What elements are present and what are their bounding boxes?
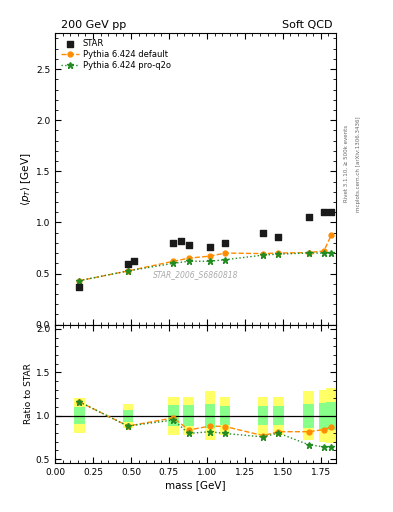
Pythia 6.424 pro-q2o xyxy=(223,257,228,263)
STAR xyxy=(76,283,83,291)
Text: STAR_2006_S6860818: STAR_2006_S6860818 xyxy=(153,271,238,280)
Legend: STAR, Pythia 6.424 default, Pythia 6.424 pro-q2o: STAR, Pythia 6.424 default, Pythia 6.424… xyxy=(59,37,172,72)
Bar xyxy=(273,397,284,435)
Y-axis label: Ratio to STAR: Ratio to STAR xyxy=(24,364,33,424)
Bar xyxy=(74,398,84,433)
Pythia 6.424 pro-q2o xyxy=(276,251,281,257)
Bar xyxy=(258,397,268,435)
Pythia 6.424 default xyxy=(261,250,265,257)
STAR xyxy=(222,239,228,247)
Pythia 6.424 default xyxy=(77,278,82,284)
Pythia 6.424 pro-q2o xyxy=(126,268,130,274)
Text: Soft QCD: Soft QCD xyxy=(282,19,332,30)
Text: 200 GeV pp: 200 GeV pp xyxy=(61,19,126,30)
STAR xyxy=(305,213,312,221)
Bar xyxy=(319,402,329,429)
Bar xyxy=(168,397,179,435)
Pythia 6.424 pro-q2o xyxy=(171,260,176,266)
Pythia 6.424 default xyxy=(223,250,228,256)
Pythia 6.424 default xyxy=(126,268,130,274)
STAR xyxy=(170,239,176,247)
Line: Pythia 6.424 default: Pythia 6.424 default xyxy=(77,232,334,283)
Bar xyxy=(123,410,133,422)
STAR xyxy=(260,228,266,237)
STAR xyxy=(207,243,213,251)
STAR xyxy=(328,208,334,216)
STAR xyxy=(131,257,137,265)
Pythia 6.424 default xyxy=(306,249,311,255)
Pythia 6.424 pro-q2o xyxy=(261,252,265,258)
Y-axis label: $\langle p_T \rangle$ [GeV]: $\langle p_T \rangle$ [GeV] xyxy=(19,152,33,206)
Bar xyxy=(258,406,268,425)
Bar xyxy=(220,397,230,435)
Bar xyxy=(205,403,215,428)
STAR xyxy=(321,208,327,216)
Pythia 6.424 default xyxy=(276,250,281,256)
Text: Rivet 3.1.10, ≥ 500k events: Rivet 3.1.10, ≥ 500k events xyxy=(344,125,349,202)
Bar xyxy=(168,406,179,426)
Bar xyxy=(123,403,133,428)
Pythia 6.424 default xyxy=(186,255,191,261)
Pythia 6.424 pro-q2o xyxy=(306,250,311,256)
Text: mcplots.cern.ch [arXiv:1306.3436]: mcplots.cern.ch [arXiv:1306.3436] xyxy=(356,116,361,211)
Bar xyxy=(326,388,337,443)
Bar xyxy=(326,402,337,430)
Line: Pythia 6.424 pro-q2o: Pythia 6.424 pro-q2o xyxy=(76,249,335,284)
Bar xyxy=(220,406,230,425)
Pythia 6.424 default xyxy=(208,253,212,259)
Bar xyxy=(184,397,194,435)
Bar xyxy=(303,403,314,428)
Pythia 6.424 default xyxy=(321,248,326,254)
Pythia 6.424 default xyxy=(171,258,176,264)
X-axis label: mass [GeV]: mass [GeV] xyxy=(165,480,226,490)
STAR xyxy=(185,241,192,249)
STAR xyxy=(178,237,184,245)
Pythia 6.424 pro-q2o xyxy=(321,250,326,256)
STAR xyxy=(275,232,281,241)
Bar xyxy=(273,406,284,425)
Bar xyxy=(303,391,314,440)
Bar xyxy=(74,407,84,424)
Bar xyxy=(319,390,329,442)
Pythia 6.424 pro-q2o xyxy=(77,278,82,284)
Pythia 6.424 pro-q2o xyxy=(186,258,191,264)
Pythia 6.424 pro-q2o xyxy=(329,250,334,256)
STAR xyxy=(125,260,131,268)
Bar xyxy=(184,406,194,426)
Pythia 6.424 default xyxy=(329,231,334,238)
Bar xyxy=(205,391,215,440)
Pythia 6.424 pro-q2o xyxy=(208,258,212,264)
